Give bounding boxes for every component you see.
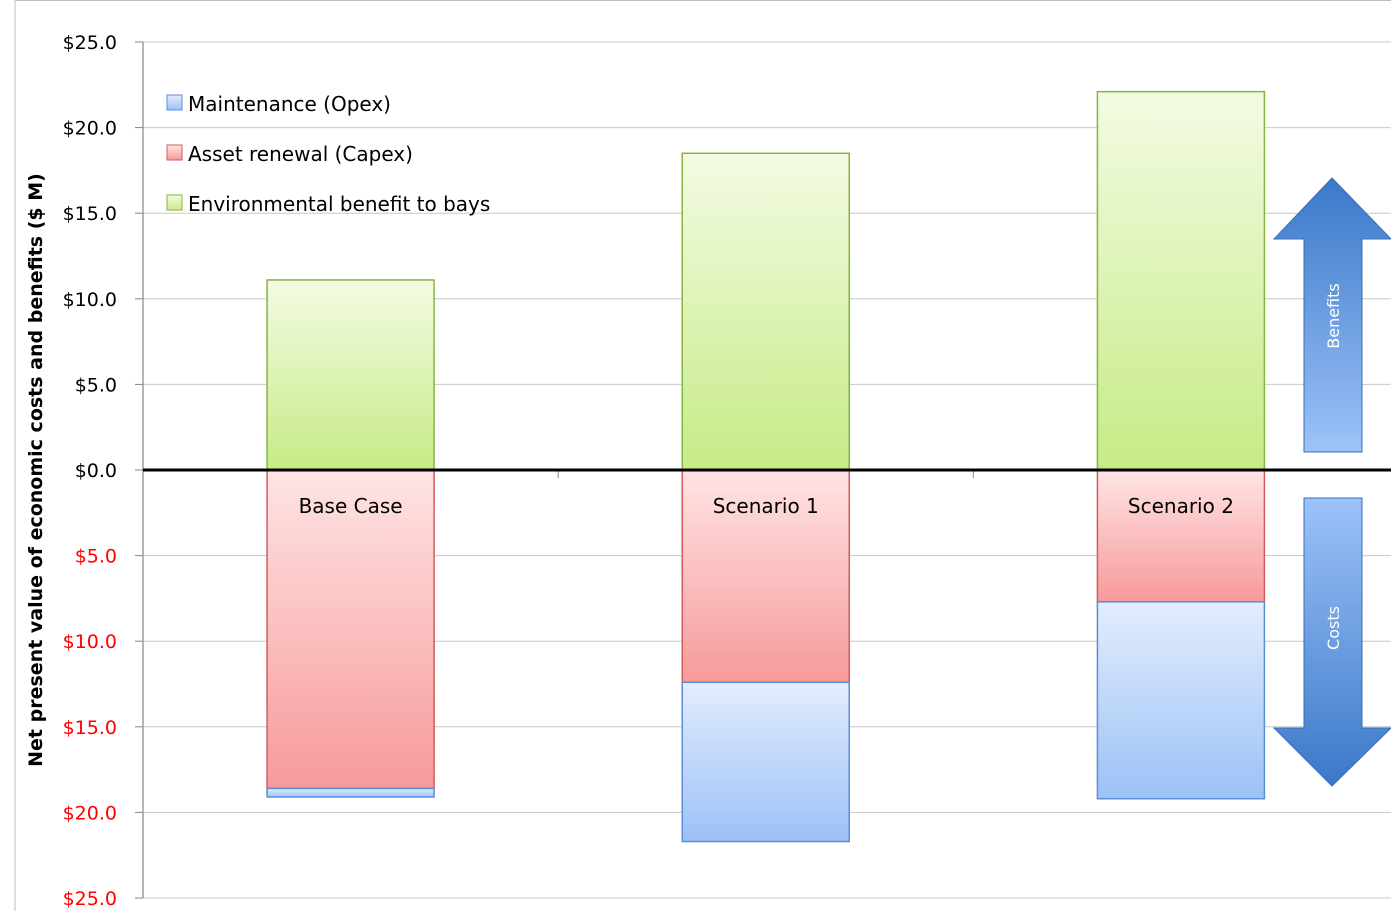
- y-tick-label: $5.0: [75, 374, 117, 396]
- y-tick-label: $20.0: [63, 802, 117, 824]
- bar-maintenance: [266, 787, 435, 798]
- bar-environmental-benefit: [266, 279, 435, 471]
- bars: [266, 90, 1266, 843]
- legend-swatch-environmental-benefit: [166, 194, 183, 211]
- y-tick-labels: $25.0 $20.0 $15.0 $10.0 $5.0 $0.0 $5.0 $10.0 $15…: [63, 32, 117, 910]
- y-tick-label: $20.0: [63, 118, 117, 140]
- legend-label-environmental-benefit: Environmental benefit to bays: [188, 192, 490, 216]
- category-label: Scenario 1: [713, 494, 819, 518]
- y-tick-label: $10.0: [63, 289, 117, 311]
- bar-asset-renewal: [681, 469, 851, 684]
- legend-label-asset-renewal: Asset renewal (Capex): [188, 142, 413, 166]
- y-tick-label: $25.0: [63, 888, 117, 910]
- legend-swatch-maintenance: [166, 94, 183, 111]
- y-tick-label: $15.0: [63, 203, 117, 225]
- category-labels: Base Case Scenario 1 Scenario 2: [299, 494, 1234, 518]
- bar-asset-renewal: [1096, 469, 1266, 603]
- bar-environmental-benefit: [1096, 90, 1266, 471]
- benefits-arrow-label: Benefits: [1324, 283, 1343, 349]
- y-tick-label: $5.0: [75, 546, 117, 568]
- bar-environmental-benefit: [681, 152, 851, 471]
- legend: Maintenance (Opex) Asset renewal (Capex)…: [166, 92, 490, 216]
- legend-swatch-asset-renewal: [166, 144, 183, 161]
- y-tick-label: $15.0: [63, 717, 117, 739]
- y-tick-label: $10.0: [63, 631, 117, 653]
- y-tick-label: $0.0: [75, 460, 117, 482]
- benefits-arrow: Benefits: [1272, 177, 1391, 453]
- category-label: Base Case: [299, 494, 403, 518]
- category-label: Scenario 2: [1128, 494, 1234, 518]
- legend-label-maintenance: Maintenance (Opex): [188, 92, 391, 116]
- bar-maintenance: [1096, 601, 1266, 800]
- y-tick-label: $25.0: [63, 32, 117, 54]
- bar-maintenance: [681, 681, 851, 843]
- y-axis-label: Net present value of economic costs and …: [25, 173, 47, 767]
- costs-arrow: Costs: [1272, 497, 1391, 787]
- costs-arrow-label: Costs: [1324, 606, 1343, 650]
